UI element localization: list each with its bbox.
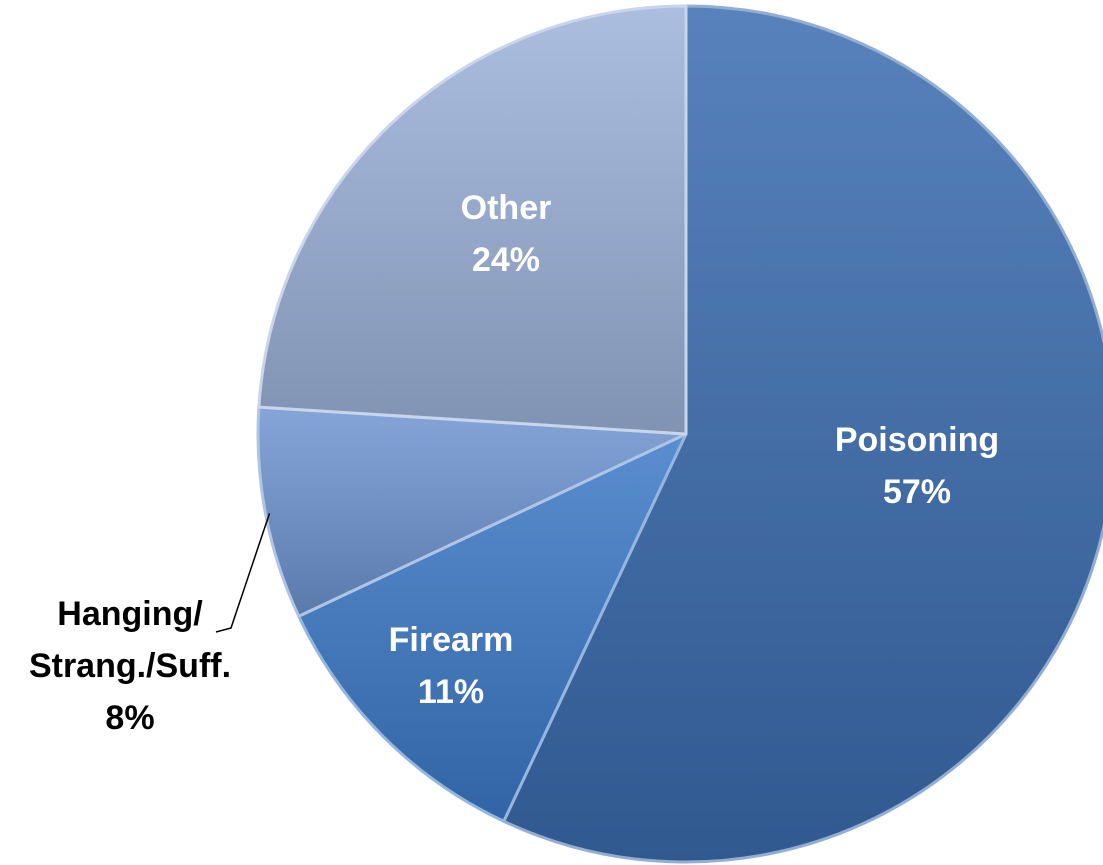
slice-name: Firearm bbox=[389, 621, 514, 659]
slice-name: Other bbox=[461, 189, 552, 227]
labels-layer: Poisoning 57% Firearm 11% Hanging/Strang./Su… bbox=[29, 189, 999, 737]
slice-percent: 24% bbox=[472, 241, 540, 279]
slice-label-other: Other 24% bbox=[461, 189, 552, 279]
pie-slice-firearm bbox=[297, 432, 688, 823]
slice-percent: 57% bbox=[883, 473, 951, 511]
pie-slice-other bbox=[257, 4, 688, 436]
pie-slice-poisoning bbox=[502, 4, 1103, 864]
slice-label-hanging-strang-suff: Hanging/Strang./Suff. 8% bbox=[29, 595, 231, 737]
slice-name: Poisoning bbox=[835, 421, 999, 459]
slice-percent: 8% bbox=[105, 699, 154, 737]
slice-percent: 11% bbox=[418, 673, 484, 711]
slice-label-poisoning: Poisoning 57% bbox=[835, 421, 999, 511]
pie-slice-hanging-strang-suff bbox=[256, 405, 688, 618]
slice-name: Hanging/ bbox=[57, 595, 203, 633]
leader-line bbox=[215, 513, 271, 633]
slices-layer bbox=[256, 4, 1103, 864]
leader-lines bbox=[215, 513, 271, 633]
slice-label-firearm: Firearm 11% bbox=[389, 621, 514, 711]
slice-name: Strang./Suff. bbox=[29, 647, 231, 685]
